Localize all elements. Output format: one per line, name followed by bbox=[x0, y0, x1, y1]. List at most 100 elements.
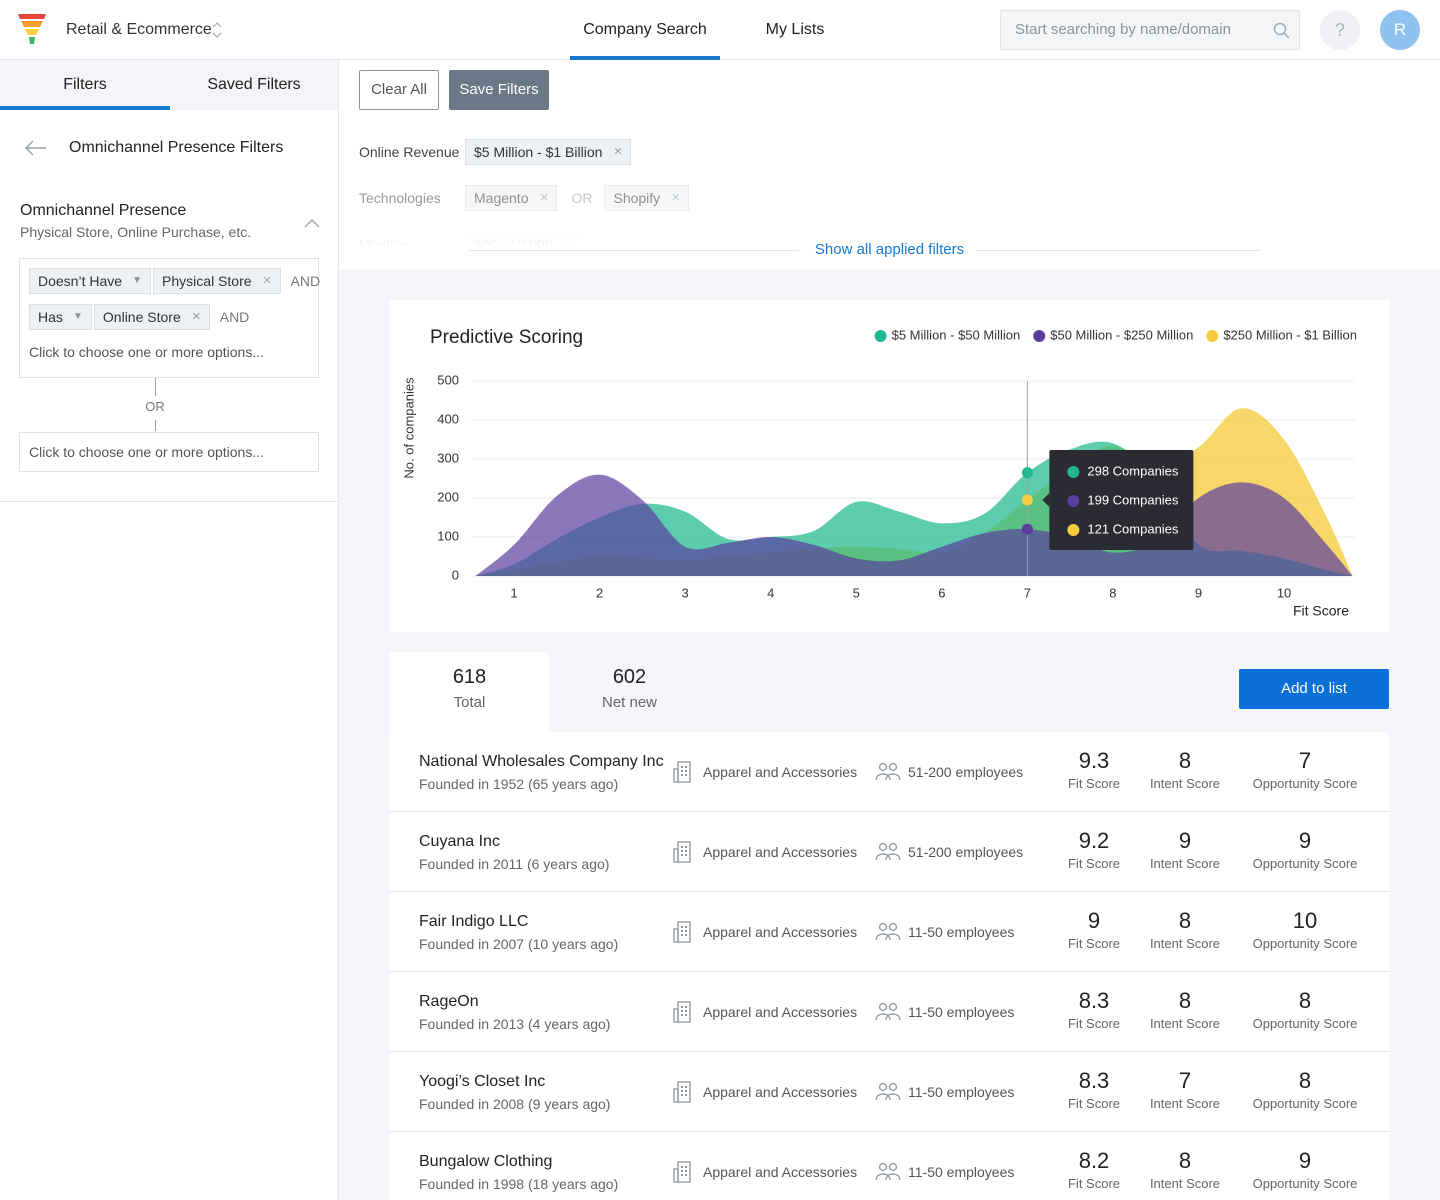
remove-icon[interactable]: × bbox=[191, 308, 201, 325]
company-name[interactable]: Fair Indigo LLC bbox=[419, 913, 529, 930]
company-row[interactable]: RageOn Founded in 2013 (4 years ago) Appar… bbox=[389, 972, 1389, 1052]
result-tab[interactable] bbox=[390, 652, 549, 732]
chart-card: Predictive Scoring No. of companies Fit … bbox=[390, 300, 1390, 632]
tab-count[interactable]: 602 bbox=[612, 666, 647, 688]
company-name[interactable]: National Wholesales Company Inc bbox=[419, 753, 664, 770]
chip[interactable]: Doesn’t Have ▼ bbox=[29, 268, 152, 294]
employees: 51-200 employees bbox=[908, 844, 1024, 860]
chip[interactable]: Physical Store × bbox=[153, 268, 281, 294]
nav-tab[interactable]: Company Search bbox=[583, 21, 707, 38]
icon-part bbox=[681, 1174, 683, 1176]
chip-text: $5 Million - $1 Billion bbox=[474, 144, 603, 160]
filter-group-title: Omnichannel Presence Filters bbox=[69, 139, 284, 156]
score-value: 8.3 bbox=[1078, 1068, 1110, 1093]
chip[interactable]: Magento × bbox=[465, 185, 558, 211]
remove-icon[interactable]: × bbox=[671, 189, 681, 206]
nav-tab[interactable]: My Lists bbox=[765, 21, 825, 38]
employees: 11-50 employees bbox=[908, 1004, 1015, 1020]
company-name[interactable]: Bungalow Clothing bbox=[419, 1153, 553, 1170]
icon-part bbox=[673, 1008, 679, 1023]
workspace-name[interactable]: Retail & Ecommerce bbox=[66, 21, 212, 38]
chip-text: Doesn’t Have bbox=[38, 273, 123, 289]
sidebar: Filters Saved Filters Omnichannel Presen… bbox=[0, 60, 339, 1200]
icon-part bbox=[681, 926, 683, 928]
y-tick-label: 500 bbox=[437, 372, 459, 387]
hover-marker bbox=[1021, 494, 1033, 506]
icon-part bbox=[685, 1006, 687, 1008]
score-label: Fit Score bbox=[1067, 1016, 1120, 1031]
legend-label: $50 Million - $250 Million bbox=[1050, 327, 1193, 342]
chart-title: Predictive Scoring bbox=[430, 327, 583, 348]
company-row[interactable]: Fair Indigo LLC Founded in 2007 (10 years… bbox=[389, 892, 1389, 972]
remove-icon[interactable]: × bbox=[539, 189, 549, 206]
icon-part bbox=[681, 1010, 683, 1012]
tooltip-text: 298 Companies bbox=[1087, 463, 1179, 478]
icon-part bbox=[681, 846, 683, 848]
search-box[interactable]: Start searching by name/domain bbox=[1000, 10, 1300, 50]
company-row[interactable]: Bungalow Clothing Founded in 1998 (18 yea… bbox=[389, 1132, 1389, 1200]
legend-swatch bbox=[874, 330, 887, 342]
founded: Founded in 2008 (9 years ago) bbox=[419, 1096, 611, 1112]
icon-part bbox=[878, 1082, 888, 1092]
help-button[interactable]: ? bbox=[1320, 10, 1360, 50]
score-value: 9 bbox=[1298, 828, 1312, 853]
sidebar-tabs bbox=[0, 60, 338, 110]
company-row[interactable]: Yoogi’s Closet Inc Founded in 2008 (9 yea… bbox=[389, 1052, 1389, 1132]
icon-part bbox=[681, 1094, 683, 1096]
x-tick-label: 5 bbox=[853, 585, 860, 600]
score-value: 8.2 bbox=[1078, 1148, 1110, 1173]
group-joiner: OR bbox=[145, 399, 165, 414]
sidebar-tab[interactable]: Filters bbox=[63, 76, 107, 93]
score-label: Intent Score bbox=[1149, 776, 1221, 791]
company-name[interactable]: Yoogi’s Closet Inc bbox=[419, 1073, 546, 1090]
remove-icon[interactable]: × bbox=[262, 272, 272, 289]
save-button[interactable]: Save Filters bbox=[449, 70, 549, 110]
clear-button[interactable]: Clear All bbox=[359, 70, 439, 110]
x-tick-label: 3 bbox=[682, 585, 689, 600]
company-row[interactable]: Cuyana Inc Founded in 2011 (6 years ago) A… bbox=[389, 812, 1389, 892]
company-row[interactable]: National Wholesales Company Inc Founded i… bbox=[389, 732, 1389, 812]
employees-icon bbox=[875, 1082, 901, 1101]
tab-label[interactable]: Net new bbox=[601, 694, 658, 711]
score-label: Fit Score bbox=[1067, 776, 1120, 791]
icon-part bbox=[878, 1162, 888, 1172]
tab-underline bbox=[0, 106, 170, 110]
sidebar-tab[interactable]: Saved Filters bbox=[207, 76, 301, 93]
collapse-icon[interactable] bbox=[304, 218, 320, 228]
icon-part bbox=[875, 933, 891, 941]
icon-part bbox=[885, 773, 901, 781]
company-name[interactable]: RageOn bbox=[419, 993, 479, 1010]
fade bbox=[359, 210, 1259, 250]
company-name[interactable]: Cuyana Inc bbox=[419, 833, 500, 850]
legend-label: $5 Million - $50 Million bbox=[892, 327, 1021, 342]
icon-part bbox=[888, 1002, 898, 1012]
icon-part bbox=[681, 774, 683, 776]
icon-part bbox=[878, 922, 888, 932]
back-arrow[interactable] bbox=[24, 140, 48, 156]
score-label: Opportunity Score bbox=[1252, 856, 1358, 871]
chip[interactable]: $5 Million - $1 Billion × bbox=[465, 139, 632, 165]
caret: ▼ bbox=[132, 275, 143, 286]
employees: 51-200 employees bbox=[908, 764, 1024, 780]
icon-part bbox=[878, 762, 888, 772]
hover-marker bbox=[1021, 467, 1033, 479]
show-all-link[interactable]: Show all applied filters bbox=[814, 241, 965, 258]
chip[interactable]: Has ▼ bbox=[29, 304, 92, 330]
remove-icon[interactable]: × bbox=[613, 143, 623, 160]
avatar[interactable]: R bbox=[1380, 10, 1420, 50]
result-tabs: 618 Total 602 Net new bbox=[390, 652, 710, 732]
tab-count[interactable]: 618 bbox=[452, 666, 487, 688]
score-value: 8 bbox=[1178, 988, 1192, 1013]
chip[interactable]: Shopify × bbox=[604, 185, 690, 211]
logo[interactable] bbox=[18, 14, 46, 44]
condition-box[interactable]: Click to choose one or more options... bbox=[19, 432, 319, 472]
switch-icon[interactable] bbox=[211, 21, 223, 39]
chip[interactable]: Online Store × bbox=[93, 304, 210, 330]
add-to-list-button[interactable]: Add to list bbox=[1239, 669, 1389, 709]
logo-stripe bbox=[29, 37, 35, 44]
tab-label[interactable]: Total bbox=[453, 694, 486, 711]
icon-part bbox=[888, 922, 898, 932]
score-value: 9.3 bbox=[1078, 748, 1110, 773]
placeholder[interactable]: Click to choose one or more options... bbox=[29, 344, 265, 360]
icon-part bbox=[673, 768, 679, 783]
